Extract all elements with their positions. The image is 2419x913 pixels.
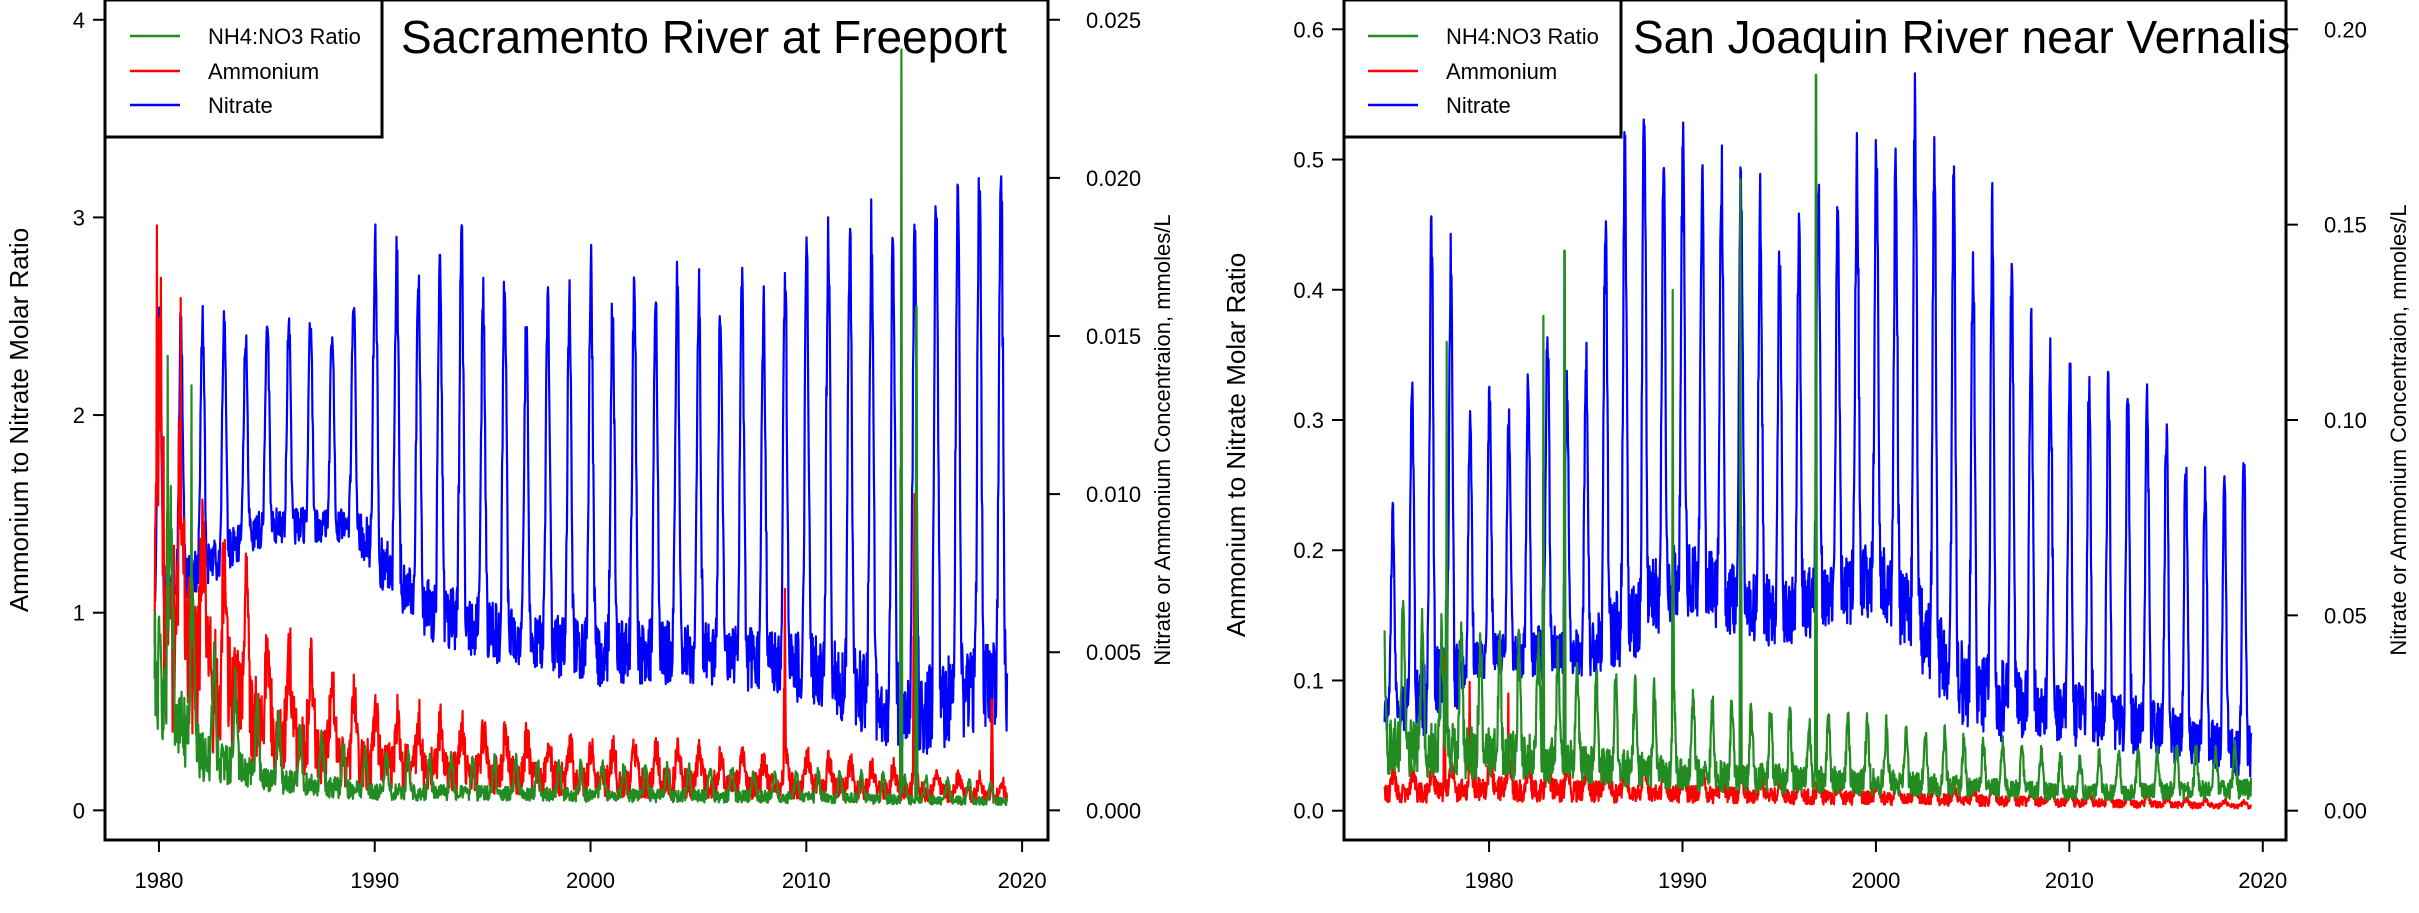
sacramento-xtick-label: 2010: [782, 868, 831, 893]
san-joaquin-ytick-label: 0.4: [1293, 278, 1324, 303]
san-joaquin-ytick-label: 0.3: [1293, 408, 1324, 433]
san-joaquin-title: San Joaquin River near Vernalis: [1633, 11, 2290, 63]
sacramento-nitrate-line: [153, 175, 1009, 755]
sacramento-series: [153, 48, 1009, 807]
sacramento-ytick-label: 1: [73, 601, 85, 626]
sacramento-left-axis: 0 1 2 3 4: [73, 8, 105, 823]
san-joaquin-legend-ammonium: Ammonium: [1446, 59, 1557, 84]
sacramento-y2tick-label: 0.020: [1086, 166, 1141, 191]
sacramento-ratio-line: [153, 48, 1009, 807]
san-joaquin-left-axis: 0.0 0.1 0.2 0.3 0.4 0.5 0.6: [1293, 17, 1344, 824]
san-joaquin-legend-box: [1342, 0, 1623, 139]
san-joaquin-ytick-label: 0.1: [1293, 668, 1324, 693]
san-joaquin-ytick-label: 0.5: [1293, 148, 1324, 173]
sacramento-legend-box: [103, 0, 384, 139]
sacramento-title: Sacramento River at Freeport: [401, 11, 1007, 63]
san-joaquin-xtick-label: 2010: [2045, 868, 2094, 893]
san-joaquin-y2tick-label: 0.20: [2324, 17, 2367, 42]
san-joaquin-xtick-label: 2020: [2238, 868, 2287, 893]
san-joaquin-ytick-label: 0.2: [1293, 538, 1324, 563]
san-joaquin-xtick-label: 1980: [1465, 868, 1514, 893]
sacramento-y2tick-label: 0.000: [1086, 798, 1141, 823]
sacramento-y2tick-label: 0.015: [1086, 324, 1141, 349]
san-joaquin-right-axis: 0.00 0.05 0.10 0.15 0.20: [2286, 17, 2367, 824]
sacramento-xtick-label: 1980: [134, 868, 183, 893]
san-joaquin-series: [1383, 72, 2253, 810]
sacramento-legend: NH4:NO3 Ratio Ammonium Nitrate: [103, 0, 384, 139]
sacramento-legend-nitrate: Nitrate: [208, 93, 273, 118]
sacramento-ytick-label: 3: [73, 205, 85, 230]
san-joaquin-y-label: Ammonium to Nitrate Molar Ratio: [1221, 253, 1251, 637]
sacramento-x-axis: 1980 1990 2000 2010 2020: [134, 840, 1047, 893]
san-joaquin-y2tick-label: 0.10: [2324, 408, 2367, 433]
sacramento-panel: 0 1 2 3 4 0.000 0.005 0.010 0.015 0.020 0.025 198…: [4, 0, 1175, 893]
san-joaquin-legend-nitrate: Nitrate: [1446, 93, 1511, 118]
san-joaquin-legend: NH4:NO3 Ratio Ammonium Nitrate: [1342, 0, 1623, 139]
san-joaquin-x-axis: 1980 1990 2000 2010 2020: [1465, 840, 2287, 893]
san-joaquin-y2tick-label: 0.05: [2324, 603, 2367, 628]
san-joaquin-nitrate-line: [1383, 72, 2253, 778]
san-joaquin-legend-ratio: NH4:NO3 Ratio: [1446, 24, 1599, 49]
sacramento-xtick-label: 1990: [350, 868, 399, 893]
san-joaquin-xtick-label: 2000: [1851, 868, 1900, 893]
sacramento-y-label: Ammonium to Nitrate Molar Ratio: [4, 228, 34, 612]
sacramento-legend-ammonium: Ammonium: [208, 59, 319, 84]
san-joaquin-ytick-label: 0.6: [1293, 17, 1324, 42]
sacramento-right-axis: 0.000 0.005 0.010 0.015 0.020 0.025: [1048, 8, 1141, 823]
san-joaquin-ytick-label: 0.0: [1293, 799, 1324, 824]
sacramento-y2tick-label: 0.005: [1086, 640, 1141, 665]
sacramento-ytick-label: 0: [73, 798, 85, 823]
san-joaquin-y2tick-label: 0.00: [2324, 799, 2367, 824]
san-joaquin-panel: 0.00.10.20.30.40.50.6 0.000.050.100.150.…: [1221, 0, 2411, 893]
sacramento-y2-label: Nitrate or Ammonium Concentraion, mmoles…: [1150, 214, 1175, 665]
sacramento-xtick-label: 2000: [566, 868, 615, 893]
sacramento-ytick-label: 2: [73, 403, 85, 428]
san-joaquin-y2-label: Nitrate or Ammonium Concentraion, mmoles…: [2386, 204, 2411, 655]
sacramento-xtick-label: 2020: [998, 868, 1047, 893]
san-joaquin-y2tick-label: 0.15: [2324, 213, 2367, 238]
sacramento-ytick-label: 4: [73, 8, 85, 33]
sacramento-plot-frame: [103, 0, 1050, 842]
sacramento-legend-ratio: NH4:NO3 Ratio: [208, 24, 361, 49]
san-joaquin-ratio-line: [1383, 73, 2253, 802]
sacramento-y2tick-label: 0.010: [1086, 482, 1141, 507]
sacramento-y2tick-label: 0.025: [1086, 8, 1141, 33]
san-joaquin-xtick-label: 1990: [1658, 868, 1707, 893]
